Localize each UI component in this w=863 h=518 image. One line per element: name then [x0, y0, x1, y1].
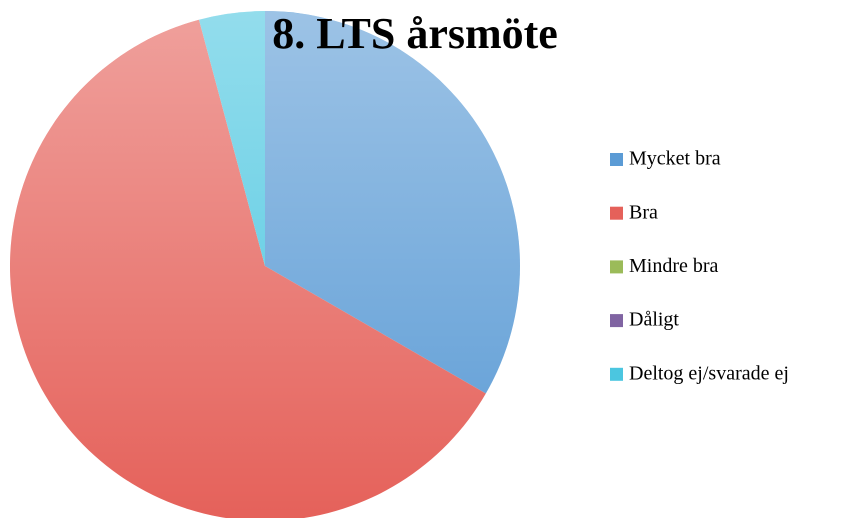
- legend-swatch: [610, 367, 623, 381]
- legend-label: Bra: [629, 201, 658, 223]
- chart-title: 8. LTS årsmöte: [272, 9, 558, 58]
- legend-swatch: [610, 260, 623, 274]
- legend-swatch: [610, 314, 623, 328]
- pie: [10, 11, 520, 518]
- legend-label: Dåligt: [629, 309, 679, 331]
- legend-label: Mycket bra: [629, 148, 721, 170]
- legend-label: Mindre bra: [629, 255, 719, 277]
- legend-swatch: [610, 206, 623, 220]
- legend-swatch: [610, 153, 623, 166]
- legend-label: Deltog ej/svarade ej: [629, 362, 789, 384]
- legend: Mycket bra Bra Mindre bra Dåligt Deltog ej/s…: [610, 148, 789, 384]
